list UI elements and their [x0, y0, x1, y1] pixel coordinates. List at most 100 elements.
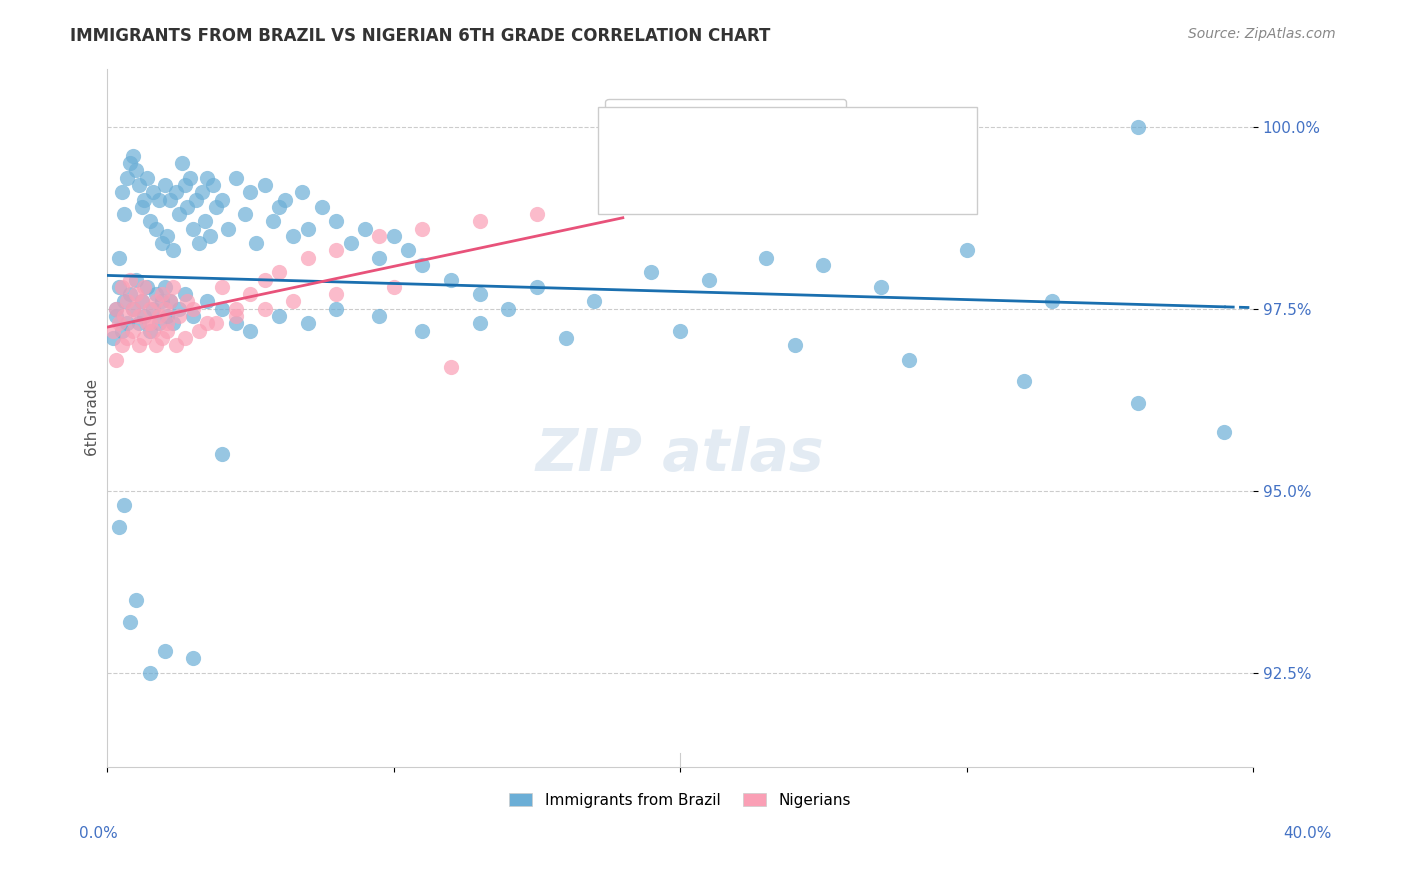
- Point: [225, 170, 247, 185]
- Point: [117, 331, 139, 345]
- Point: [283, 294, 305, 309]
- Point: [898, 352, 921, 367]
- Text: 40.0%: 40.0%: [1284, 827, 1331, 841]
- Point: [269, 200, 291, 214]
- Point: [120, 156, 142, 170]
- Point: [468, 287, 491, 301]
- Point: [150, 236, 173, 251]
- Point: [110, 280, 132, 294]
- Point: [117, 316, 139, 330]
- Point: [148, 193, 170, 207]
- Point: [468, 214, 491, 228]
- Point: [162, 244, 184, 258]
- Point: [233, 207, 256, 221]
- Point: [128, 178, 150, 192]
- Point: [269, 309, 291, 323]
- Point: [697, 272, 720, 286]
- Point: [136, 280, 159, 294]
- Point: [411, 258, 433, 272]
- Point: [145, 221, 167, 235]
- Point: [104, 309, 127, 323]
- Point: [325, 244, 347, 258]
- Point: [202, 178, 225, 192]
- Point: [110, 324, 132, 338]
- Point: [173, 287, 195, 301]
- Point: [440, 359, 463, 374]
- Point: [297, 221, 319, 235]
- Point: [117, 294, 139, 309]
- Point: [153, 301, 176, 316]
- Point: [125, 287, 148, 301]
- Point: [181, 651, 204, 665]
- Point: [165, 186, 187, 200]
- Point: [110, 338, 132, 352]
- Point: [197, 316, 219, 330]
- Point: [122, 324, 145, 338]
- Point: [107, 316, 129, 330]
- Point: [131, 294, 153, 309]
- Point: [150, 287, 173, 301]
- Point: [128, 316, 150, 330]
- Point: [217, 221, 239, 235]
- Point: [112, 309, 135, 323]
- Point: [128, 338, 150, 352]
- Point: [225, 301, 247, 316]
- Point: [191, 186, 214, 200]
- Point: [253, 178, 276, 192]
- Point: [526, 280, 548, 294]
- Point: [125, 163, 148, 178]
- Point: [125, 272, 148, 286]
- Point: [1042, 294, 1064, 309]
- Point: [145, 294, 167, 309]
- Point: [122, 301, 145, 316]
- Point: [368, 228, 391, 243]
- Point: [211, 280, 233, 294]
- Point: [239, 287, 262, 301]
- Point: [104, 352, 127, 367]
- Point: [179, 170, 201, 185]
- Point: [101, 324, 124, 338]
- Point: [291, 186, 314, 200]
- Point: [181, 309, 204, 323]
- Point: [283, 228, 305, 243]
- Point: [142, 324, 165, 338]
- Point: [107, 251, 129, 265]
- Point: [125, 592, 148, 607]
- Point: [211, 193, 233, 207]
- Point: [136, 316, 159, 330]
- Point: [396, 244, 419, 258]
- Point: [311, 200, 333, 214]
- Point: [131, 200, 153, 214]
- Point: [813, 258, 835, 272]
- Point: [167, 301, 190, 316]
- Point: [167, 309, 190, 323]
- Text: ZIP atlas: ZIP atlas: [536, 425, 824, 483]
- Point: [955, 244, 977, 258]
- Text: IMMIGRANTS FROM BRAZIL VS NIGERIAN 6TH GRADE CORRELATION CHART: IMMIGRANTS FROM BRAZIL VS NIGERIAN 6TH G…: [70, 27, 770, 45]
- Point: [107, 520, 129, 534]
- Point: [101, 331, 124, 345]
- Point: [496, 301, 519, 316]
- Point: [245, 236, 267, 251]
- Point: [205, 316, 228, 330]
- Point: [167, 207, 190, 221]
- Point: [162, 316, 184, 330]
- Point: [134, 331, 156, 345]
- Point: [156, 228, 179, 243]
- Y-axis label: 6th Grade: 6th Grade: [86, 379, 100, 457]
- Point: [1213, 425, 1236, 440]
- Point: [162, 280, 184, 294]
- Point: [120, 272, 142, 286]
- Point: [269, 265, 291, 279]
- Point: [128, 309, 150, 323]
- Point: [325, 301, 347, 316]
- Point: [187, 324, 209, 338]
- Point: [134, 309, 156, 323]
- Point: [783, 338, 806, 352]
- Point: [262, 214, 284, 228]
- Point: [200, 228, 222, 243]
- Point: [205, 200, 228, 214]
- Point: [640, 265, 662, 279]
- Point: [176, 294, 198, 309]
- Point: [104, 301, 127, 316]
